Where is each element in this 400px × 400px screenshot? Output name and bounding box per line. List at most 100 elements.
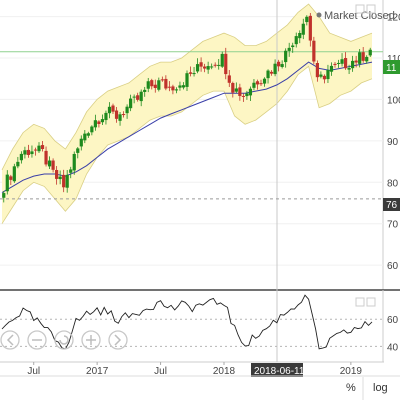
- candle-body: [361, 52, 365, 61]
- pan-left-button[interactable]: [0, 330, 20, 350]
- candle-body: [107, 106, 112, 114]
- candle-body: [136, 95, 140, 100]
- x-tick-label: Jul: [154, 366, 167, 377]
- crosshair-date-label: 2018-06-11: [254, 366, 305, 377]
- price-ytick-label: 80: [387, 178, 399, 189]
- candle-body: [153, 84, 157, 89]
- candle-body: [368, 49, 372, 56]
- rsi-ytick-label: 60: [387, 315, 399, 326]
- candle-body: [104, 112, 108, 121]
- log-scale-button[interactable]: log: [373, 382, 388, 394]
- candle-body: [199, 62, 203, 67]
- pan-right-button[interactable]: [108, 330, 128, 350]
- candle-body: [284, 50, 288, 63]
- candle-body: [203, 66, 207, 69]
- candle-body: [23, 150, 27, 155]
- candle-body: [206, 66, 210, 70]
- price-ytick-label: 110: [387, 54, 400, 65]
- candle-body: [252, 82, 256, 88]
- candle-body: [33, 149, 38, 151]
- candle-body: [125, 106, 129, 114]
- price-ytick-label: 70: [387, 220, 399, 231]
- price-ytick-label: 90: [387, 137, 399, 148]
- candle-body: [174, 89, 179, 91]
- candle-body: [238, 87, 242, 96]
- candle-body: [277, 61, 281, 67]
- candle-body: [5, 174, 9, 192]
- candle-body: [315, 63, 319, 78]
- candle-body: [365, 56, 369, 62]
- price-ytick-label: 100: [387, 95, 400, 106]
- zoom-in-button[interactable]: [81, 330, 101, 350]
- candle-body: [213, 64, 217, 66]
- candle-body: [255, 81, 260, 85]
- candle-body: [118, 114, 122, 121]
- candle-body: [224, 53, 228, 75]
- bollinger-band-fill: [2, 4, 372, 224]
- candle-body: [301, 23, 305, 35]
- candle-body: [262, 78, 267, 84]
- candle-body: [16, 161, 20, 167]
- candle-body: [90, 126, 94, 133]
- candle-body: [351, 60, 355, 69]
- candle-body: [333, 63, 337, 65]
- candle-body: [40, 145, 45, 150]
- candle-body: [195, 64, 200, 72]
- rsi-ytick-label: 40: [387, 342, 399, 353]
- candle-body: [86, 133, 90, 136]
- last-price-tag: [383, 60, 400, 74]
- candle-body: [227, 75, 231, 83]
- zoom-out-button[interactable]: [27, 330, 47, 350]
- percent-scale-button[interactable]: %: [346, 382, 356, 394]
- candle-body: [248, 88, 253, 96]
- price-panel-collapse-icon[interactable]: [355, 4, 376, 14]
- candle-body: [308, 15, 312, 41]
- candle-body: [298, 33, 302, 39]
- ref-price-tag-label: 76: [386, 200, 398, 211]
- chevron-right-icon: [114, 334, 122, 346]
- candle-body: [72, 153, 76, 171]
- candle-body: [192, 73, 196, 75]
- candle-body: [319, 74, 323, 77]
- candle-body: [217, 64, 221, 66]
- reset-zoom-button[interactable]: [54, 330, 74, 350]
- candle-body: [241, 95, 245, 97]
- candle-body: [139, 91, 143, 102]
- candle-body: [51, 160, 55, 170]
- candle-body: [30, 151, 34, 155]
- candle-body: [129, 98, 133, 109]
- candle-body: [19, 153, 23, 161]
- candle-body: [185, 73, 189, 87]
- candle-body: [111, 105, 115, 112]
- plus-icon: [86, 335, 96, 345]
- reset-circle-icon: [59, 335, 69, 345]
- candle-body: [312, 40, 316, 62]
- candle-body: [188, 72, 193, 74]
- candle-body: [358, 52, 362, 64]
- candle-body: [347, 68, 351, 70]
- candle-body: [12, 166, 16, 182]
- x-tick-label: 2018: [213, 366, 236, 377]
- candle-body: [121, 114, 126, 116]
- candle-body: [62, 174, 66, 188]
- candle-body: [343, 58, 348, 69]
- candle-body: [273, 63, 277, 75]
- candle-body: [69, 169, 73, 173]
- candle-body: [44, 150, 48, 165]
- candle-body: [97, 121, 101, 125]
- rsi-panel-collapse-icon[interactable]: [355, 297, 376, 307]
- candle-body: [171, 86, 175, 91]
- candle-body: [305, 16, 309, 23]
- candle-body: [9, 176, 13, 180]
- candle-body: [26, 149, 31, 155]
- crosshair-date-badge: [251, 363, 303, 377]
- candle-body: [37, 145, 41, 152]
- last-price-tag-label: 11: [386, 63, 397, 74]
- candle-body: [164, 78, 168, 89]
- candle-body: [114, 110, 119, 119]
- candle-body: [181, 85, 186, 88]
- candle-body: [178, 85, 182, 88]
- market-status-dot: [316, 12, 322, 18]
- candle-body: [79, 138, 83, 147]
